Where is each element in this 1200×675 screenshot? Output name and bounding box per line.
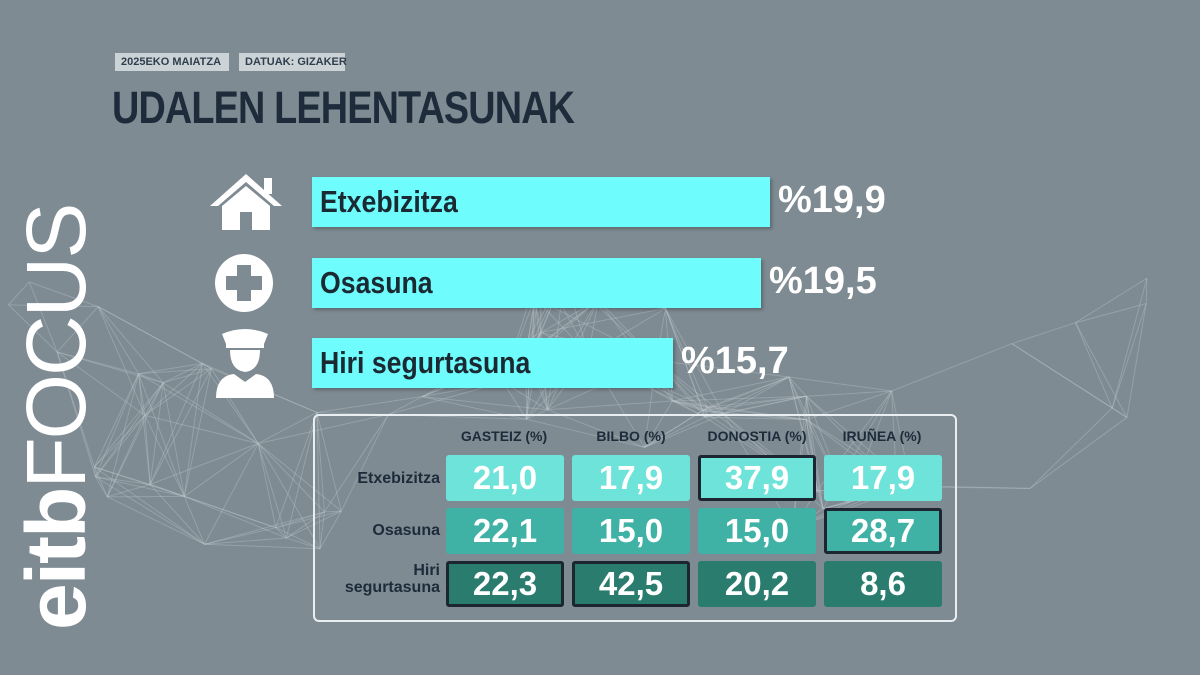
table-cell: 20,2: [698, 561, 816, 607]
table-cell: 22,1: [446, 508, 564, 554]
table-cell: 8,6: [824, 561, 942, 607]
table-cell: 42,5: [572, 561, 690, 607]
table-cell: 37,9: [698, 455, 816, 501]
column-header-bilbo: BILBO (%): [596, 428, 666, 444]
column-header-iruñea: IRUÑEA (%): [842, 428, 922, 444]
table-cell: 15,0: [698, 508, 816, 554]
bar-etxebizitza: Etxebizitza: [312, 177, 770, 227]
bar-value-label: %19,5: [769, 260, 877, 302]
bar-label: Hiri segurtasuna: [320, 345, 531, 380]
table-cell: 21,0: [446, 455, 564, 501]
police-officer-icon: [216, 329, 274, 398]
bar-label: Etxebizitza: [320, 184, 458, 219]
bar-label: Osasuna: [320, 265, 433, 300]
table-cell: 15,0: [572, 508, 690, 554]
column-header-donostia: DONOSTIA (%): [707, 428, 807, 444]
health-cross-icon: [215, 254, 273, 312]
bar-value-label: %19,9: [778, 179, 886, 221]
eitb-focus-logo: eitbFOCUS: [9, 204, 103, 630]
house-icon: [210, 174, 282, 230]
page-title: UDALEN LEHENTASUNAK: [112, 82, 575, 133]
table-cell: 17,9: [824, 455, 942, 501]
table-cell: 17,9: [572, 455, 690, 501]
table-cell: 28,7: [824, 508, 942, 554]
bar-osasuna: Osasuna: [312, 258, 761, 308]
row-header-hiri-segurtasuna: Hiri segurtasuna: [344, 562, 440, 596]
bar-value-label: %15,7: [681, 340, 789, 382]
table-cell: 22,3: [446, 561, 564, 607]
city-table: [313, 414, 957, 622]
column-header-gasteiz: GASTEIZ (%): [460, 428, 548, 444]
date-badge: 2025EKO MAIATZA: [115, 53, 229, 71]
row-header-osasuna: Osasuna: [372, 522, 440, 539]
source-badge: DATUAK: GIZAKER: [239, 53, 347, 71]
bar-hiri-segurtasuna: Hiri segurtasuna: [312, 338, 673, 388]
row-header-etxebizitza: Etxebizitza: [357, 470, 440, 487]
